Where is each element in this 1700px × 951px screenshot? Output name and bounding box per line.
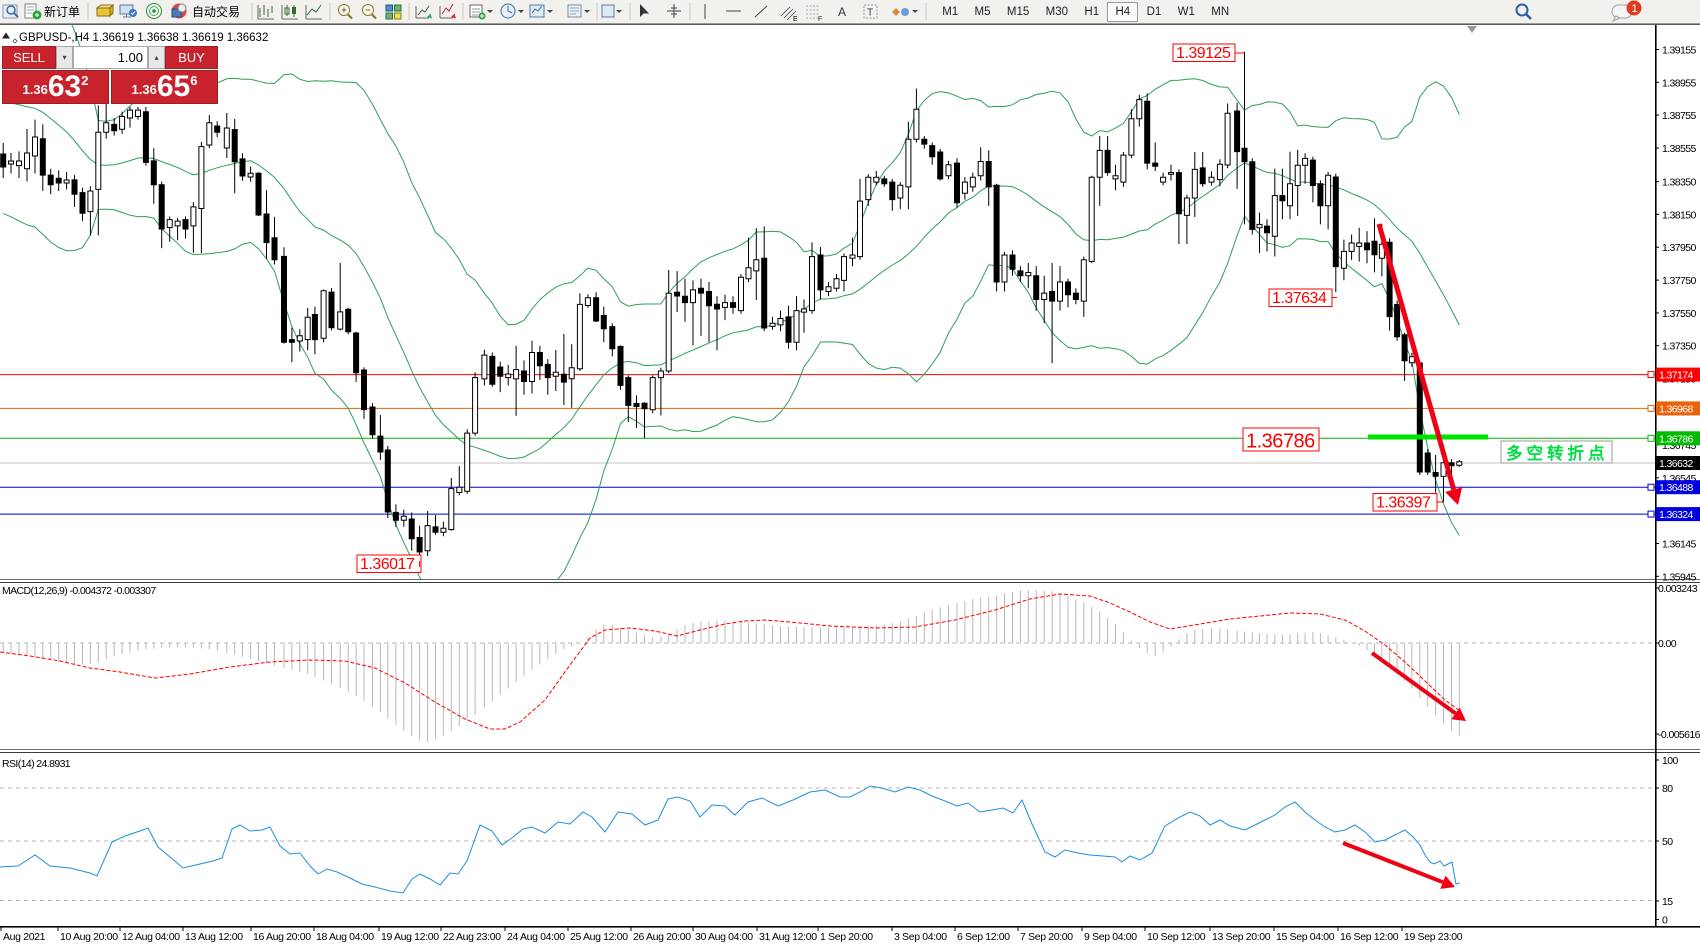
svg-text:0.00: 0.00	[1658, 638, 1677, 650]
svg-text:1.36397: 1.36397	[1376, 495, 1431, 512]
svg-text:MACD(12,26,9) -0.004372 -0.003: MACD(12,26,9) -0.004372 -0.003307	[2, 585, 156, 597]
svg-text:1.39155: 1.39155	[1662, 45, 1697, 57]
svg-text:1.36017: 1.36017	[360, 556, 415, 573]
svg-text:0: 0	[1662, 915, 1668, 927]
svg-text:T: T	[867, 8, 873, 19]
svg-text:10 Sep 12:00: 10 Sep 12:00	[1147, 931, 1206, 943]
svg-text:1: 1	[1632, 3, 1638, 15]
svg-text:1.39125: 1.39125	[1176, 45, 1231, 62]
svg-text:25 Aug 12:00: 25 Aug 12:00	[570, 931, 628, 943]
svg-text:1 Sep 20:00: 1 Sep 20:00	[820, 931, 873, 943]
svg-text:100: 100	[1662, 755, 1678, 767]
svg-text:50: 50	[1662, 836, 1673, 848]
svg-text:A: A	[838, 5, 846, 19]
svg-text:22 Aug 23:00: 22 Aug 23:00	[443, 931, 501, 943]
svg-text:1.36968: 1.36968	[1659, 403, 1694, 415]
svg-text:1.37550: 1.37550	[1662, 308, 1697, 320]
svg-text:16 Aug 20:00: 16 Aug 20:00	[253, 931, 311, 943]
svg-text:1.36145: 1.36145	[1662, 539, 1697, 551]
svg-text:1.36786: 1.36786	[1246, 431, 1315, 453]
svg-text:15: 15	[1662, 896, 1673, 908]
svg-text:6 Sep 12:00: 6 Sep 12:00	[957, 931, 1010, 943]
svg-text:18 Aug 04:00: 18 Aug 04:00	[316, 931, 374, 943]
svg-text:1.38350: 1.38350	[1662, 177, 1697, 189]
svg-text:15 Sep 04:00: 15 Sep 04:00	[1276, 931, 1335, 943]
svg-text:19 Sep 23:00: 19 Sep 23:00	[1404, 931, 1463, 943]
svg-text:新订单: 新订单	[44, 4, 80, 19]
svg-text:19 Aug 12:00: 19 Aug 12:00	[381, 931, 439, 943]
svg-text:30 Aug 04:00: 30 Aug 04:00	[695, 931, 753, 943]
svg-text:1.38955: 1.38955	[1662, 77, 1697, 89]
svg-text:1.36488: 1.36488	[1659, 482, 1694, 494]
svg-text:1.38150: 1.38150	[1662, 209, 1697, 221]
svg-text:10 Aug 20:00: 10 Aug 20:00	[60, 931, 118, 943]
svg-text:24 Aug 04:00: 24 Aug 04:00	[507, 931, 565, 943]
svg-text:多空转折点: 多空转折点	[1506, 443, 1609, 463]
svg-text:F: F	[818, 16, 822, 23]
svg-text:-0.005616: -0.005616	[1658, 729, 1700, 741]
svg-text:80: 80	[1662, 783, 1673, 795]
svg-text:GBPUSD-,H4 1.36619 1.36638 1.: GBPUSD-,H4 1.36619 1.36638 1.36619 1.366…	[19, 32, 268, 44]
svg-text:Aug 2021: Aug 2021	[3, 931, 46, 943]
svg-text:1.36632: 1.36632	[1659, 458, 1694, 470]
svg-text:1.38755: 1.38755	[1662, 110, 1697, 122]
svg-text:1.37634: 1.37634	[1272, 290, 1327, 307]
svg-text:1.37350: 1.37350	[1662, 341, 1697, 353]
svg-text:9 Sep 04:00: 9 Sep 04:00	[1084, 931, 1137, 943]
svg-text:12 Aug 04:00: 12 Aug 04:00	[122, 931, 180, 943]
svg-text:1.37950: 1.37950	[1662, 242, 1697, 254]
svg-text:1.35945: 1.35945	[1662, 571, 1697, 583]
svg-text:1.36786: 1.36786	[1659, 433, 1694, 445]
svg-text:1.37174: 1.37174	[1659, 370, 1694, 382]
svg-text:1.36324: 1.36324	[1659, 509, 1694, 521]
svg-text:1.37750: 1.37750	[1662, 275, 1697, 287]
svg-text:16 Sep 12:00: 16 Sep 12:00	[1340, 931, 1399, 943]
svg-text:13 Aug 12:00: 13 Aug 12:00	[185, 931, 243, 943]
svg-text:13 Sep 20:00: 13 Sep 20:00	[1212, 931, 1271, 943]
svg-text:31 Aug 12:00: 31 Aug 12:00	[759, 931, 817, 943]
svg-text:自动交易: 自动交易	[192, 4, 240, 19]
svg-text:26 Aug 20:00: 26 Aug 20:00	[633, 931, 691, 943]
svg-text:1.38555: 1.38555	[1662, 143, 1697, 155]
svg-text:E: E	[793, 16, 798, 23]
svg-text:3 Sep 04:00: 3 Sep 04:00	[894, 931, 947, 943]
svg-text:RSI(14) 24.8931: RSI(14) 24.8931	[2, 758, 71, 770]
svg-text:7 Sep 20:00: 7 Sep 20:00	[1020, 931, 1073, 943]
svg-text:0.003243: 0.003243	[1658, 583, 1698, 595]
